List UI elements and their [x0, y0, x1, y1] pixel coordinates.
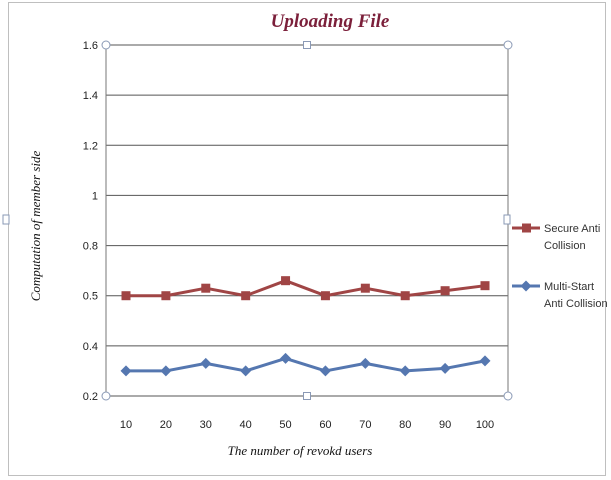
data-point — [399, 365, 411, 377]
chart-title: Uploading File — [271, 11, 390, 32]
selection-handles — [2, 40, 513, 401]
x-axis-label: The number of revokd users — [228, 443, 373, 458]
data-point — [240, 365, 252, 377]
series-line — [126, 279, 486, 298]
resize-handle — [2, 214, 10, 225]
x-tick-label: 60 — [319, 419, 331, 431]
data-point — [120, 365, 132, 377]
y-tick-label: 1.2 — [83, 140, 98, 152]
x-tick-label: 70 — [359, 419, 371, 431]
y-tick-label: 0.2 — [83, 391, 98, 403]
data-point — [479, 355, 491, 367]
x-tick-label: 80 — [399, 419, 411, 431]
y-axis-label: Computation of member side — [28, 150, 43, 301]
x-tick-label: 30 — [200, 419, 212, 431]
x-tick-label: 10 — [120, 419, 132, 431]
x-tick-labels: 10 20 30 40 50 60 70 80 90 100 — [120, 419, 494, 431]
y-tick-label: 1.4 — [83, 90, 98, 102]
data-point — [480, 281, 490, 291]
data-point — [400, 291, 410, 301]
resize-handle — [101, 391, 111, 401]
y-tick-label: 0.4 — [83, 341, 98, 353]
data-point — [319, 365, 331, 377]
y-tick-label: 0.8 — [83, 241, 98, 253]
data-point — [439, 362, 451, 374]
y-tick-label: 1.6 — [83, 40, 98, 52]
data-point — [161, 291, 171, 301]
y-tick-label: 1 — [92, 190, 98, 202]
legend-marker — [522, 223, 531, 233]
data-point — [121, 291, 131, 301]
data-point — [160, 365, 172, 377]
resize-handle — [101, 40, 111, 50]
legend-label: Anti Collision — [544, 298, 608, 310]
resize-handle — [503, 214, 511, 225]
x-tick-label: 20 — [160, 419, 172, 431]
legend-marker — [520, 280, 532, 292]
data-point — [201, 283, 211, 293]
gridlines — [105, 44, 509, 397]
legend-label: Collision — [544, 240, 586, 252]
data-point — [200, 357, 212, 369]
x-tick-label: 50 — [279, 419, 291, 431]
series-group — [120, 276, 491, 377]
data-point — [440, 286, 450, 296]
series-line — [126, 356, 486, 373]
data-point — [241, 291, 251, 301]
resize-handle — [503, 40, 513, 50]
x-tick-label: 100 — [476, 419, 494, 431]
legend-label: Multi-Start — [544, 281, 594, 293]
y-tick-label: 0.5 — [83, 291, 98, 303]
resize-handle — [303, 392, 311, 400]
resize-handle — [303, 41, 311, 49]
data-point — [280, 352, 292, 364]
data-point — [359, 357, 371, 369]
data-point — [360, 283, 370, 293]
y-tick-labels: 0.2 0.4 0.5 0.8 1 1.2 1.4 1.6 — [83, 40, 98, 403]
legend: Secure Anti Collision Multi-Start Anti Coll… — [512, 223, 608, 310]
x-tick-label: 40 — [240, 419, 252, 431]
resize-handle — [503, 391, 513, 401]
data-point — [281, 276, 291, 286]
legend-label: Secure Anti — [544, 223, 600, 235]
chart-frame — [8, 2, 606, 476]
x-tick-label: 90 — [439, 419, 451, 431]
data-point — [320, 291, 330, 301]
